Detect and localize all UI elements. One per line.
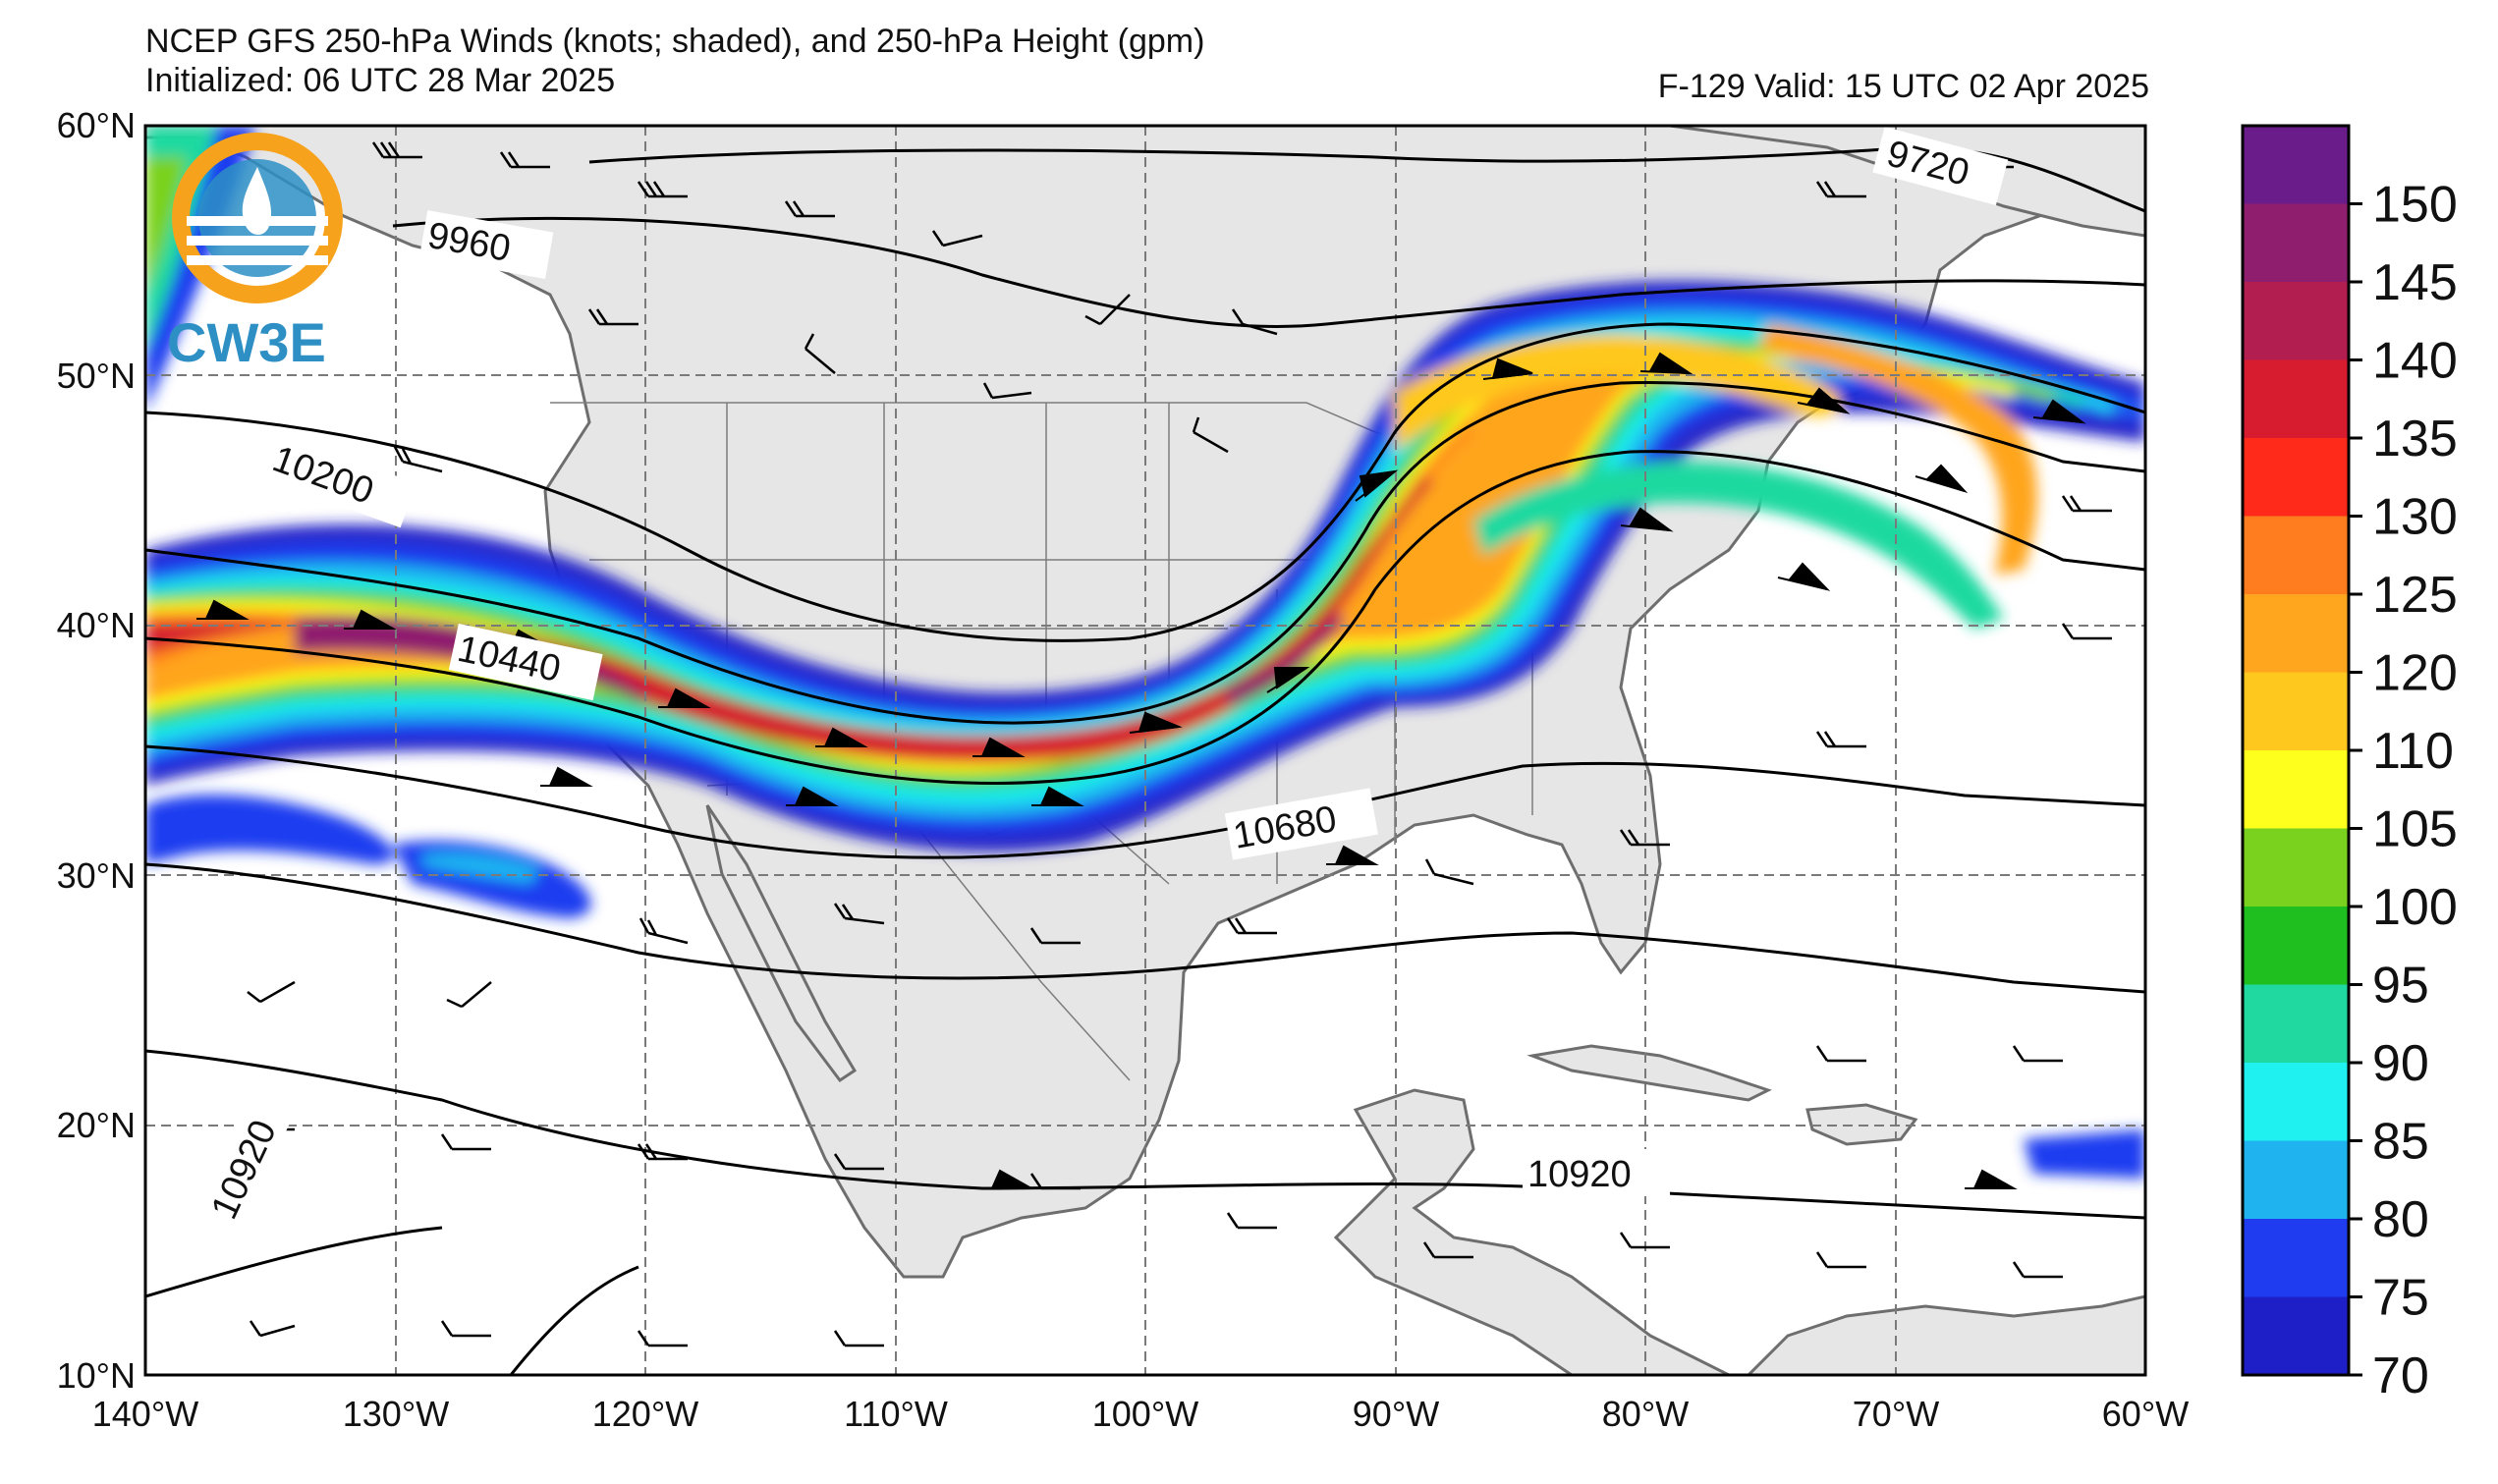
colorbar-label: 120 [2372,645,2458,702]
colorbar-swatch [2243,1140,2349,1220]
colorbar-swatch [2243,282,2349,360]
lon-label-130w: 130°W [343,1394,449,1434]
latitude-labels: 60°N 50°N 40°N 30°N 20°N 10°N [57,105,136,1396]
colorbar-label: 80 [2372,1191,2429,1248]
colorbar-swatch [2243,126,2349,204]
colorbar-label: 95 [2372,958,2429,1015]
cuba-island [1527,1044,1772,1102]
colorbar-label: 70 [2372,1347,2429,1404]
lon-label-60w: 60°W [2102,1394,2189,1434]
colorbar-label: 105 [2372,801,2458,858]
colorbar-label: 130 [2372,489,2458,546]
lat-label-10: 10°N [57,1355,136,1396]
colorbar-label: 85 [2372,1114,2429,1171]
lat-label-30: 30°N [57,855,136,896]
colorbar-swatch [2243,672,2349,751]
map-title: NCEP GFS 250-hPa Winds (knots; shaded), … [145,22,1204,100]
lon-label-100w: 100°W [1092,1394,1198,1434]
colorbar-label: 135 [2372,411,2458,467]
cw3e-logo-icon: CW3E [167,133,343,373]
colorbar-label: 125 [2372,567,2458,624]
colorbar: 150 145 140 135 130 125 120 110 105 100 95 90 85 80 75… [2241,124,2458,1404]
colorbar-label: 145 [2372,254,2458,311]
colorbar-swatch [2243,594,2349,673]
colorbar-swatch [2243,1063,2349,1141]
contour-label-10920-east: 10920 [1527,1154,1632,1195]
colorbar-swatch [2243,1219,2349,1297]
colorbar-label: 140 [2372,333,2458,390]
valid-time: F-129 Valid: 15 UTC 02 Apr 2025 [1657,68,2149,105]
title-line-1: NCEP GFS 250-hPa Winds (knots; shaded), … [145,23,1205,60]
south-america-land [1746,1294,2145,1375]
lon-label-70w: 70°W [1853,1394,1939,1434]
logo-text: CW3E [167,311,326,373]
map-frame [143,124,2147,1377]
colorbar-label: 90 [2372,1035,2429,1092]
colorbar-swatch [2243,907,2349,985]
colorbar-swatch [2243,516,2349,595]
colorbar-swatch [2243,359,2349,439]
yucatan-central-america [1333,1088,1730,1375]
contour-labels: 9720 9960 10200 10440 10680 10920 10920 [196,127,2009,1231]
lat-label-40: 40°N [57,605,136,645]
colorbar-swatch [2243,828,2349,907]
lon-label-140w: 140°W [92,1394,198,1434]
colorbar-swatch [2243,438,2349,517]
colorbar-swatch [2243,1296,2349,1376]
lat-label-60: 60°N [57,105,136,145]
greenland-land [1669,126,2145,238]
lon-label-120w: 120°W [592,1394,698,1434]
colorbar-label: 75 [2372,1270,2429,1327]
lon-label-90w: 90°W [1353,1394,1439,1434]
lat-label-20: 20°N [57,1105,136,1145]
colorbar-swatch [2243,984,2349,1064]
longitude-labels: 140°W 130°W 120°W 110°W 100°W 90°W 80°W … [92,1394,2189,1434]
colorbar-swatch [2243,750,2349,829]
lon-label-80w: 80°W [1602,1394,1689,1434]
title-line-2: Initialized: 06 UTC 28 Mar 2025 [145,62,616,99]
colorbar-label: 100 [2372,879,2458,936]
colorbar-label: 150 [2372,177,2458,234]
lat-label-50: 50°N [57,356,136,396]
lon-label-110w: 110°W [844,1394,948,1434]
colorbar-label: 110 [2372,723,2454,780]
colorbar-swatch [2243,203,2349,283]
wind-barbs [247,141,2112,1347]
